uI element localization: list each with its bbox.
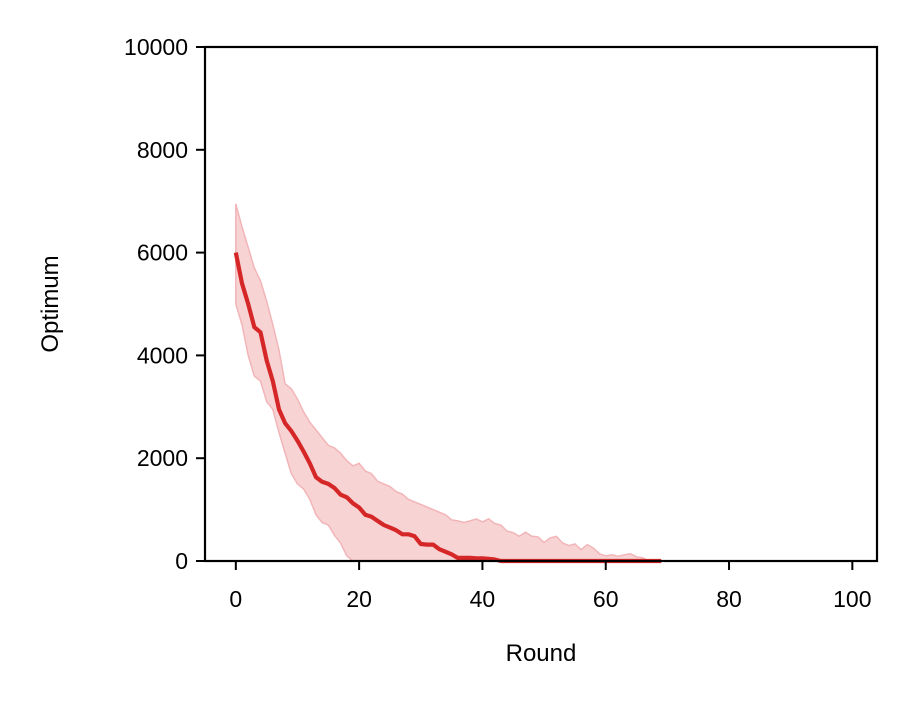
x-tick-label: 0: [229, 586, 242, 612]
plot-frame: [203, 45, 879, 563]
x-tick-label: 20: [346, 586, 372, 612]
confidence-band: [235, 203, 662, 562]
x-axis-ticks: 0 20 40 60 80 100: [229, 561, 872, 612]
y-tick-label: 10000: [124, 34, 188, 60]
y-axis-ticks: 0 2000 4000 6000 8000 10000: [124, 34, 205, 574]
y-tick-label: 8000: [137, 137, 188, 163]
y-axis-title: Optimum: [37, 255, 64, 352]
y-tick-label: 6000: [137, 240, 188, 266]
x-tick-label: 80: [716, 586, 742, 612]
x-axis-title: Round: [506, 640, 577, 667]
y-tick-label: 4000: [137, 342, 188, 368]
x-tick-label: 100: [833, 586, 871, 612]
y-tick-label: 0: [175, 548, 188, 574]
x-tick-label: 60: [593, 586, 619, 612]
y-tick-label: 2000: [137, 445, 188, 471]
confidence-band-layer: [235, 203, 662, 562]
x-tick-label: 40: [470, 586, 496, 612]
